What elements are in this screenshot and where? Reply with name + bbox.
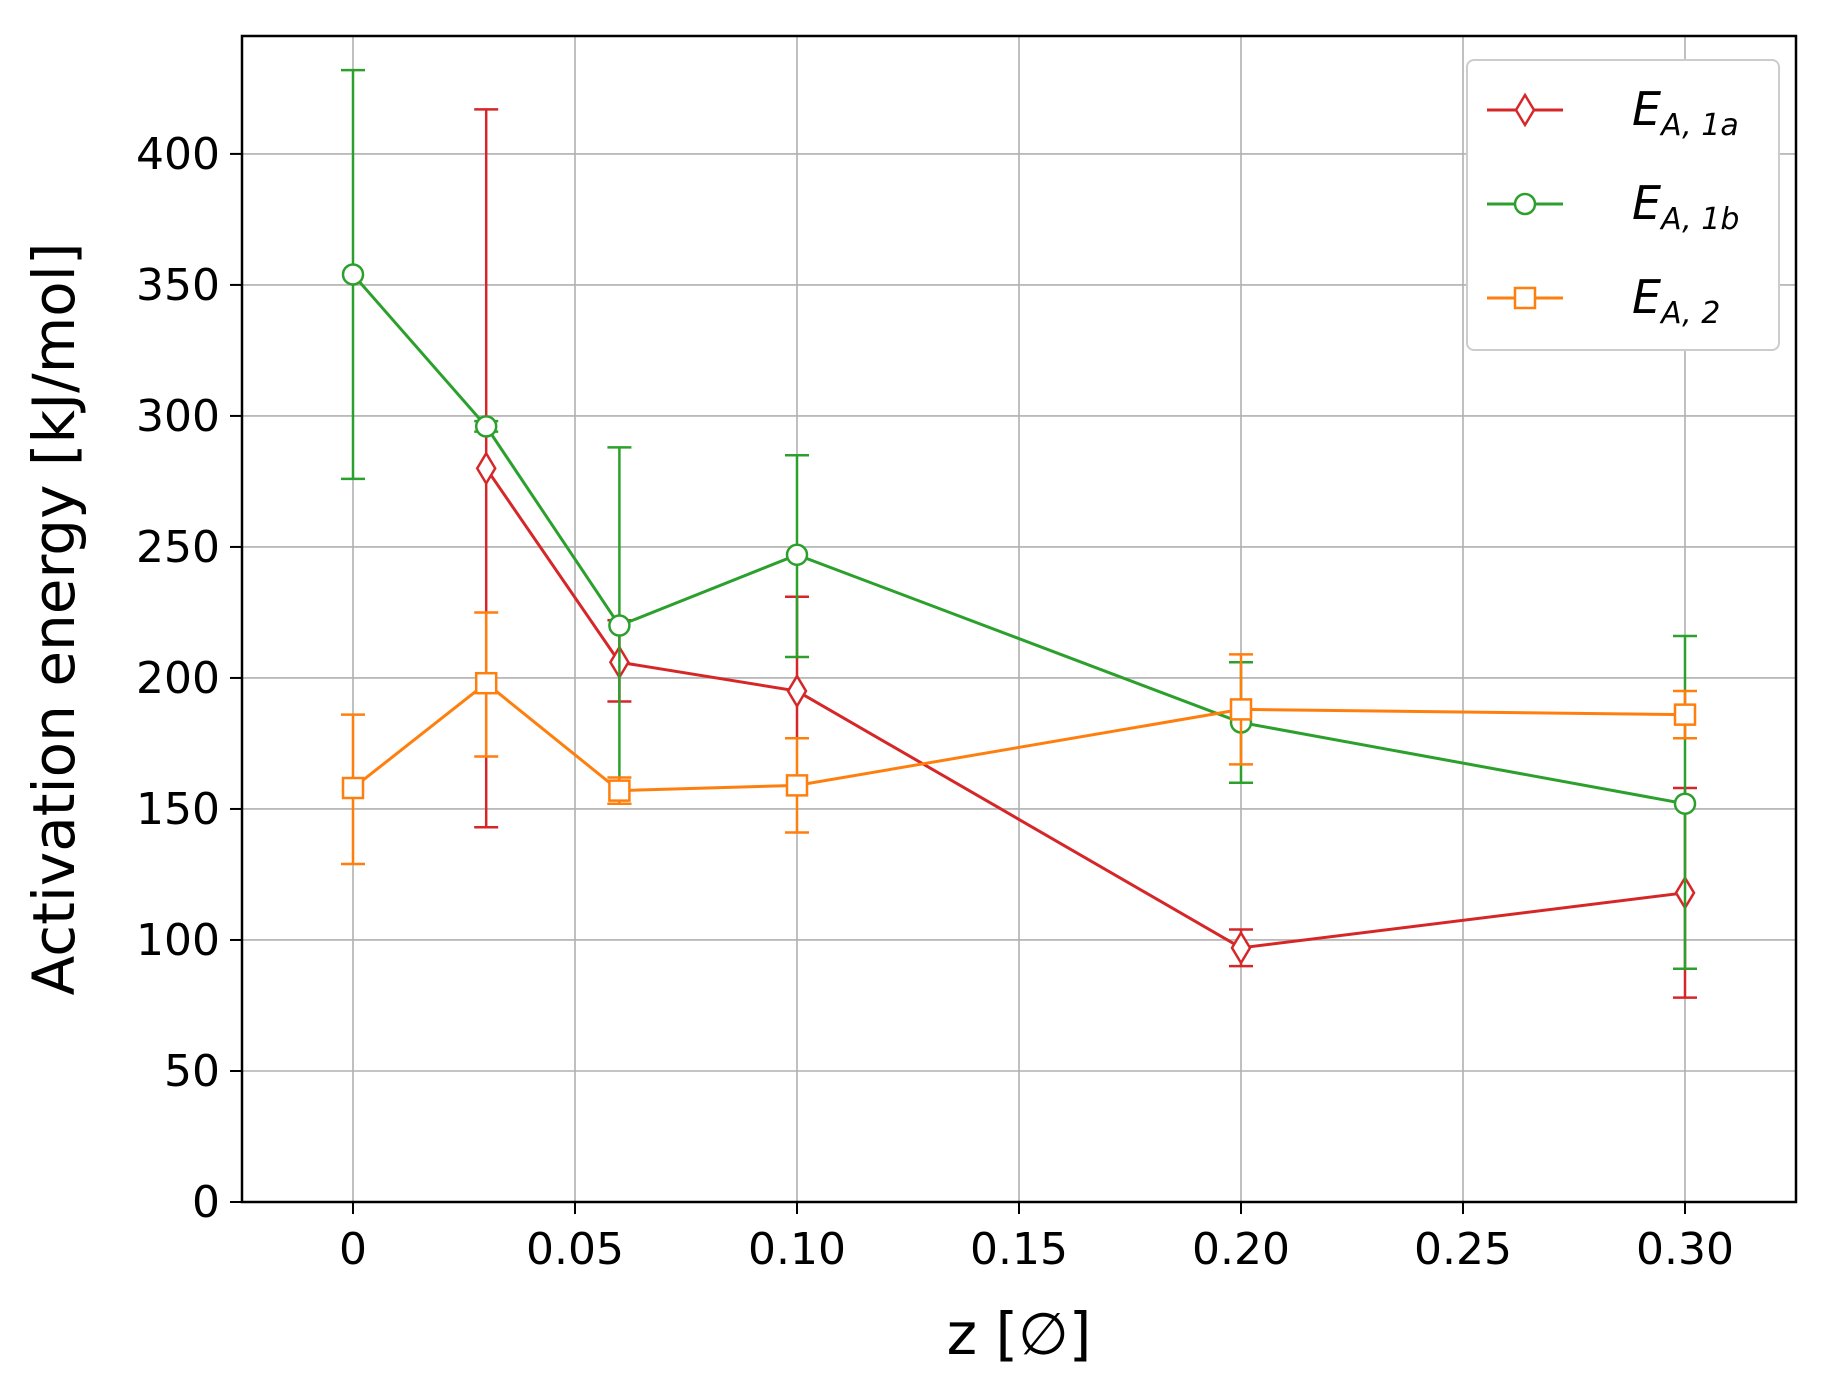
- legend-label-subscript: A, 1a: [1659, 108, 1739, 143]
- data-point-circle: [474, 415, 498, 438]
- x-tick-label: 0.20: [1192, 1224, 1290, 1275]
- y-tick-label: 150: [136, 784, 220, 835]
- legend-marker-circle: [1513, 192, 1537, 216]
- y-axis-label: Activation energy [kJ/mol]: [20, 243, 88, 996]
- x-tick-label: 0.15: [970, 1224, 1068, 1275]
- data-point-diamond: [475, 450, 497, 486]
- legend-label-subscript: A, 1b: [1659, 202, 1739, 237]
- y-tick-label: 300: [136, 391, 220, 442]
- legend-label-main: E: [1632, 270, 1661, 324]
- y-tick-label: 0: [192, 1177, 220, 1228]
- x-tick-label: 0.10: [748, 1224, 846, 1275]
- y-tick-label: 100: [136, 915, 220, 966]
- legend-label: EA, 1b: [1632, 176, 1739, 237]
- legend-label-main: E: [1632, 82, 1661, 136]
- legend-marker-square: [1513, 286, 1537, 310]
- data-point-square: [341, 776, 365, 800]
- legend-entry: EA, 1b: [1487, 176, 1739, 237]
- data-point-circle: [1673, 792, 1697, 815]
- legend-entry: EA, 1a: [1487, 82, 1739, 143]
- data-point-circle: [341, 263, 365, 286]
- legend-label: EA, 1a: [1632, 82, 1739, 143]
- x-tick-label: 0: [339, 1224, 367, 1275]
- y-tick-label: 200: [136, 653, 220, 704]
- legend-box: [1466, 59, 1780, 351]
- x-tick-label: 0.30: [1636, 1224, 1734, 1275]
- x-tick-label: 0.05: [526, 1224, 624, 1275]
- data-point-diamond: [1230, 930, 1252, 966]
- y-axis-ticks: 0 50 100 150 200 250 300 350 400: [136, 129, 242, 1228]
- data-point-square: [608, 779, 631, 802]
- series-line: [352, 681, 1686, 793]
- data-point-circle: [785, 543, 809, 567]
- legend-marker-diamond: [1514, 92, 1536, 128]
- series-layer: [341, 68, 1697, 999]
- legend-label: EA, 2: [1632, 270, 1720, 331]
- plot-frame: [240, 34, 1798, 1204]
- legend-label-main: E: [1632, 176, 1661, 230]
- series-a-2: [341, 611, 1697, 866]
- data-point-square: [785, 774, 809, 797]
- legend-entry: EA, 2: [1487, 270, 1720, 331]
- series-line: [351, 273, 1686, 806]
- data-point-circle: [608, 614, 631, 637]
- x-tick-label: 0.25: [1414, 1224, 1512, 1275]
- y-tick-label: 400: [136, 129, 220, 180]
- x-axis-label: z [∅]: [947, 1300, 1092, 1368]
- data-point-square: [474, 671, 498, 695]
- legend-label-subscript: A, 2: [1659, 296, 1720, 331]
- y-tick-label: 250: [136, 522, 220, 573]
- data-point-square: [1229, 698, 1253, 721]
- y-tick-label: 50: [164, 1046, 220, 1097]
- x-axis-ticks: 0 0.05 0.10 0.15 0.20 0.25 0.30: [339, 1202, 1734, 1275]
- y-tick-label: 350: [136, 260, 220, 311]
- data-point-square: [1673, 703, 1697, 726]
- data-point-diamond: [786, 673, 808, 709]
